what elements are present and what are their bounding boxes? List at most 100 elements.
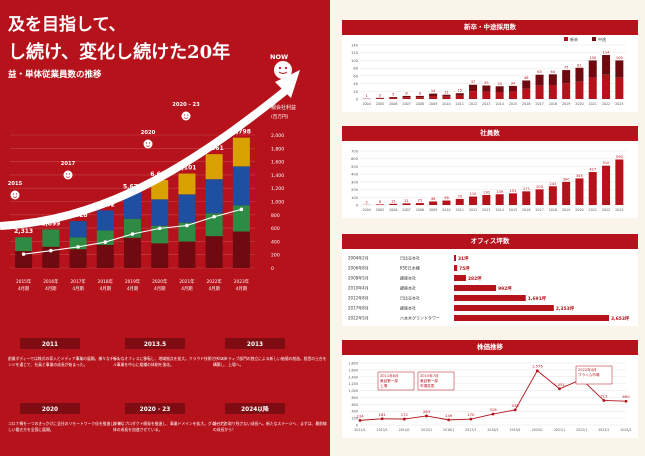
revenue-label: 7,101 — [177, 165, 196, 172]
x-tick: 4月期 — [18, 286, 29, 292]
hires-bar-mid — [429, 93, 438, 97]
stock-callout-text: 2022年4月 — [578, 367, 597, 372]
revenue-bar-segment — [205, 213, 223, 237]
hires-bar-new — [522, 88, 531, 99]
legend-label: 新卒 — [570, 36, 578, 42]
revenue-bar-segment — [15, 237, 33, 252]
hires-bar-new — [415, 97, 424, 99]
revenue-label: 9,798 — [232, 129, 251, 136]
hires-bar-new — [402, 97, 411, 99]
axis-unit-label: (百万円) — [271, 114, 289, 120]
hires-bar-mid — [562, 70, 571, 84]
profit-point — [212, 214, 216, 219]
stock-title: 株価推移 — [342, 340, 638, 355]
hires-bar-mid — [615, 60, 624, 78]
stock-point — [558, 387, 561, 391]
stock-point — [380, 417, 384, 421]
x-tick: 4月期 — [45, 286, 56, 292]
hires-value: 33 — [497, 82, 502, 86]
stock-value: 690 — [622, 394, 630, 399]
hires-bar-new — [575, 81, 584, 99]
revenue-bar-segment — [69, 221, 87, 238]
x-tick: 2022/1 — [576, 428, 587, 432]
hires-bar-mid — [455, 93, 464, 96]
stock-callout-text: 東証第一部 — [420, 378, 438, 383]
now-label: NOW — [270, 53, 288, 61]
y-tick: 1,000 — [348, 389, 358, 393]
revenue-bar-segment — [151, 225, 169, 244]
x-tick: 4月期 — [236, 286, 247, 292]
hires-bar-mid — [575, 67, 584, 82]
employee-value: 2 — [366, 200, 368, 204]
x-tick: 2011 — [456, 102, 464, 106]
hires-value: 8 — [405, 91, 408, 95]
x-tick: 2020 — [575, 208, 583, 212]
employee-bar — [508, 193, 517, 205]
stock-value: 438 — [512, 403, 520, 408]
hires-bar-new — [602, 74, 611, 99]
hires-bar-new — [375, 98, 384, 99]
x-tick: 2020 — [575, 102, 583, 106]
revenue-bar-segment — [42, 229, 60, 247]
stock-point — [358, 418, 362, 422]
office-date: 2004年2月 — [348, 255, 369, 261]
office-bar — [454, 285, 497, 291]
revenue-bar-segment — [178, 194, 196, 223]
x-tick: 2012 — [469, 208, 477, 212]
profit-point — [49, 248, 53, 253]
x-tick: 2015 — [509, 102, 517, 106]
stock-callout-text: 2015年7月 — [420, 373, 439, 378]
timeline-year: 2013 — [247, 342, 263, 348]
y-tick: 400 — [271, 239, 280, 245]
stock-panel: 株価推移 1,800 1,600 1,400 1,200 1,000 800 600 400 2… — [342, 340, 638, 438]
revenue-label: 2,899 — [41, 220, 60, 227]
y-tick: 600 — [271, 226, 280, 232]
stock-callout — [575, 365, 613, 385]
hires-bar-new — [429, 96, 438, 99]
hero-subtitle: 益・単体従業員数の推移 — [8, 70, 102, 80]
x-tick: 2023年 — [234, 278, 250, 285]
revenue-bar-segment — [124, 192, 141, 219]
x-tick: 2019 — [562, 208, 570, 212]
timeline-year-badge — [125, 338, 185, 349]
employee-value: 243 — [549, 182, 556, 186]
x-tick: 2020/1 — [532, 428, 543, 432]
hires-bar-mid — [442, 94, 451, 97]
hires-bar-new — [562, 83, 571, 99]
revenue-bar-segment — [42, 246, 60, 268]
office-place: 銀座本社 — [400, 275, 416, 281]
hires-value: 75 — [564, 66, 569, 70]
hires-bar-mid — [469, 84, 478, 92]
hires-value: 100 — [616, 56, 624, 60]
hires-title: 新卒・中途採用数 — [342, 20, 638, 35]
employee-value: 79 — [457, 194, 462, 198]
revenue-bar-segment — [205, 179, 223, 214]
x-tick: 2009 — [429, 208, 437, 212]
x-tick: 2005 — [376, 102, 384, 106]
legend-swatch — [592, 37, 596, 41]
hires-bar-mid — [548, 74, 557, 86]
employee-bar — [548, 186, 557, 205]
stock-value: 318 — [489, 407, 497, 412]
revenue-bar-segment — [96, 244, 114, 268]
stock-point — [447, 418, 451, 422]
x-tick: 2013 — [482, 208, 490, 212]
y-tick: 300 — [351, 180, 359, 184]
x-tick: 2013 — [482, 102, 490, 106]
hires-bar-mid — [535, 74, 544, 86]
timeline-text: ンジを通じて、社員と事業の成長が始まった。 — [8, 362, 87, 367]
employee-bar — [402, 203, 411, 205]
legend-swatch — [564, 37, 568, 41]
hires-value: 14 — [431, 89, 436, 93]
hires-bar-new — [469, 91, 478, 99]
hires-value: 37 — [471, 80, 476, 84]
revenue-bar-segment — [96, 210, 114, 231]
timeline-text: の成長から！ — [213, 427, 236, 432]
x-tick: 2004 — [362, 208, 370, 212]
office-area: 75坪 — [459, 265, 470, 272]
office-bar — [454, 315, 609, 321]
smile-icon — [143, 139, 153, 149]
office-title: オフィス坪数 — [342, 234, 638, 249]
hires-value: 8 — [419, 91, 422, 95]
hires-bar-new — [615, 77, 624, 99]
